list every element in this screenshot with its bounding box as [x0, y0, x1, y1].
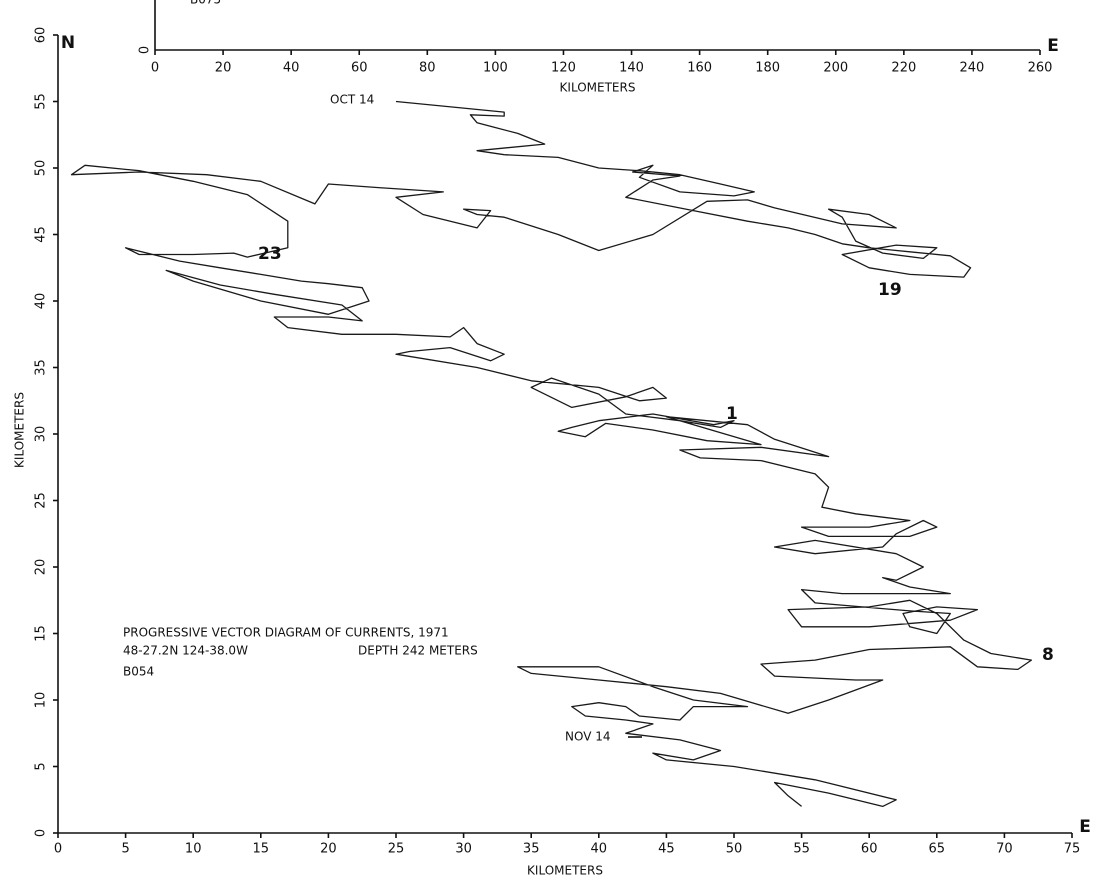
- x-tick-label: 200: [823, 61, 848, 76]
- x-tick-label: 10: [185, 842, 202, 857]
- axis-end-label: E: [1079, 817, 1091, 837]
- axis-end-label: N: [61, 33, 75, 53]
- x-tick-label: 100: [483, 61, 508, 76]
- y-tick-label: 20: [34, 559, 49, 576]
- x-tick-label: 15: [253, 842, 270, 857]
- x-tick-label: 40: [283, 61, 300, 76]
- date-label: OCT 14: [330, 93, 374, 107]
- caption-line: 48-27.2N 124-38.0W: [123, 644, 248, 658]
- y-tick-label: 0: [34, 829, 49, 837]
- x-tick-label: 75: [1064, 842, 1081, 857]
- x-tick-label: 20: [215, 61, 232, 76]
- x-tick-label: 260: [1028, 61, 1053, 76]
- y-tick-label: 10: [34, 692, 49, 709]
- x-tick-label: 120: [551, 61, 576, 76]
- y-tick-label: 15: [34, 625, 49, 642]
- x-tick-label: 45: [658, 842, 675, 857]
- x-tick-label: 60: [861, 842, 878, 857]
- caption-line: B054: [123, 665, 154, 679]
- y-tick-label: 45: [34, 226, 49, 243]
- x-tick-label: 5: [121, 842, 129, 857]
- y-tick-label: 55: [34, 93, 49, 110]
- y-tick-label: 5: [34, 762, 49, 770]
- x-tick-label: 240: [960, 61, 985, 76]
- x-tick-label: 65: [929, 842, 946, 857]
- date-label: NOV 14: [565, 730, 611, 744]
- y-tick-label: 25: [34, 492, 49, 509]
- x-tick-label: 220: [891, 61, 916, 76]
- day-label: 8: [1042, 645, 1054, 665]
- day-label: 19: [878, 280, 902, 300]
- x-tick-label: 40: [591, 842, 608, 857]
- x-tick-label: 80: [419, 61, 436, 76]
- x-axis-label: KILOMETERS: [527, 864, 603, 878]
- caption-line: PROGRESSIVE VECTOR DIAGRAM OF CURRENTS, …: [123, 626, 449, 640]
- y-tick-label: 50: [34, 160, 49, 177]
- x-tick-label: 0: [151, 61, 159, 76]
- y-axis-label: KILOMETERS: [13, 392, 27, 468]
- day-label: 1: [726, 404, 738, 424]
- x-tick-label: 70: [996, 842, 1013, 857]
- x-axis-label: KILOMETERS: [560, 81, 636, 95]
- x-tick-label: 55: [793, 842, 810, 857]
- y-tick-label: 30: [34, 426, 49, 443]
- annotation: B075: [190, 0, 221, 7]
- x-tick-label: 160: [687, 61, 712, 76]
- y-tick-label: 60: [34, 27, 49, 44]
- y-tick-label: 35: [34, 359, 49, 376]
- x-tick-label: 60: [351, 61, 368, 76]
- y-tick-label: 0: [138, 46, 153, 54]
- x-tick-label: 25: [388, 842, 405, 857]
- x-tick-label: 30: [455, 842, 472, 857]
- axis-end-label: E: [1047, 36, 1059, 56]
- x-tick-label: 0: [54, 842, 62, 857]
- x-tick-label: 140: [619, 61, 644, 76]
- y-tick-label: 40: [34, 293, 49, 310]
- day-label: 23: [258, 244, 282, 264]
- trajectory: [70, 100, 1033, 808]
- x-tick-label: 20: [320, 842, 337, 857]
- x-tick-label: 50: [726, 842, 743, 857]
- caption-line: DEPTH 242 METERS: [358, 644, 478, 658]
- x-tick-label: 35: [523, 842, 540, 857]
- x-tick-label: 180: [755, 61, 780, 76]
